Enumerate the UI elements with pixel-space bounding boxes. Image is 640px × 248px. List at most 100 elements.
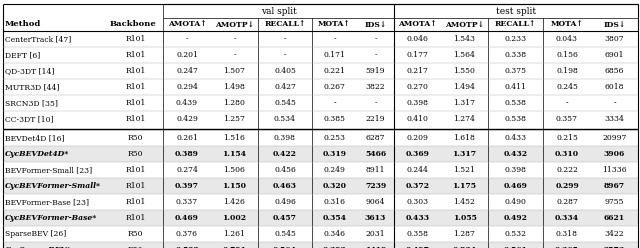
Text: 0.270: 0.270 [406,83,428,91]
Text: 0.463: 0.463 [273,182,297,190]
Text: 0.497: 0.497 [406,246,429,248]
Text: AMOTA↑: AMOTA↑ [168,21,206,29]
Text: 0.433: 0.433 [405,214,429,222]
Text: -: - [374,99,377,107]
Text: CycSparseBEV*: CycSparseBEV* [5,246,72,248]
Text: BEVFormer-Base [23]: BEVFormer-Base [23] [5,198,89,206]
Text: 0.564: 0.564 [273,246,297,248]
Text: -: - [333,35,336,43]
Text: 0.522: 0.522 [175,246,199,248]
Text: 1.257: 1.257 [223,115,245,123]
Text: 0.405: 0.405 [274,67,296,75]
Text: 0.469: 0.469 [504,182,527,190]
Text: 0.354: 0.354 [323,214,346,222]
Text: CC-3DT [10]: CC-3DT [10] [5,115,54,123]
Text: 0.171: 0.171 [324,51,346,59]
Text: IDS↓: IDS↓ [364,21,387,29]
Text: 0.287: 0.287 [556,198,578,206]
Text: 1.280: 1.280 [223,99,245,107]
Text: 2219: 2219 [365,115,385,123]
Text: 0.319: 0.319 [323,150,346,158]
Text: CenterTrack [47]: CenterTrack [47] [5,35,71,43]
Text: R101: R101 [125,214,146,222]
Text: 0.358: 0.358 [406,230,429,238]
Text: 20997: 20997 [602,134,627,142]
Text: 1.494: 1.494 [454,83,476,91]
Text: 0.376: 0.376 [176,230,198,238]
Text: 2031: 2031 [365,230,385,238]
Text: 6621: 6621 [604,214,625,222]
Text: 5466: 5466 [365,150,386,158]
Text: 0.469: 0.469 [175,214,199,222]
Text: R101: R101 [125,115,146,123]
Text: 3906: 3906 [604,150,625,158]
Text: CycBEVDet4D*: CycBEVDet4D* [5,150,69,158]
Text: 0.299: 0.299 [555,182,579,190]
Text: 1.516: 1.516 [223,134,245,142]
Text: 9064: 9064 [365,198,385,206]
Text: 1.175: 1.175 [452,182,477,190]
Text: 0.320: 0.320 [323,182,346,190]
Text: 0.274: 0.274 [176,166,198,174]
Text: RECALL↑: RECALL↑ [495,21,536,29]
Text: 0.222: 0.222 [556,166,578,174]
Text: 0.834: 0.834 [452,246,477,248]
Text: AMOTA↑: AMOTA↑ [398,21,437,29]
Text: 3807: 3807 [605,35,624,43]
Text: R50: R50 [128,134,143,142]
Text: -: - [613,99,616,107]
Text: 0.369: 0.369 [406,150,429,158]
Text: 1.426: 1.426 [223,198,245,206]
Text: 6018: 6018 [605,83,624,91]
Text: 0.046: 0.046 [406,35,428,43]
Text: AMOTP↓: AMOTP↓ [215,21,254,29]
Text: R101: R101 [125,182,146,190]
Text: SparseBEV [26]: SparseBEV [26] [5,230,67,238]
Text: -: - [374,35,377,43]
Text: 5919: 5919 [365,67,385,75]
Text: 3422: 3422 [605,230,624,238]
Text: 0.310: 0.310 [555,150,579,158]
Text: 7239: 7239 [365,182,386,190]
Text: MUTR3D [44]: MUTR3D [44] [5,83,60,91]
Text: 0.316: 0.316 [323,198,346,206]
Text: 2573: 2573 [604,246,625,248]
Text: 0.545: 0.545 [274,230,296,238]
Text: 0.247: 0.247 [176,67,198,75]
Text: 0.244: 0.244 [406,166,428,174]
Text: 0.249: 0.249 [324,166,346,174]
Text: -: - [233,35,236,43]
Text: AMOTP↓: AMOTP↓ [445,21,484,29]
Text: 0.043: 0.043 [556,35,578,43]
Text: 0.294: 0.294 [176,83,198,91]
Text: 0.385: 0.385 [323,115,346,123]
Text: 0.261: 0.261 [176,134,198,142]
Text: 6856: 6856 [605,67,624,75]
Text: 0.318: 0.318 [556,230,578,238]
Text: R50: R50 [128,150,143,158]
Text: 1.274: 1.274 [454,115,476,123]
Text: 0.490: 0.490 [504,198,527,206]
Text: 0.532: 0.532 [504,230,527,238]
Text: Backbone: Backbone [110,21,157,29]
Text: R50: R50 [128,246,143,248]
Text: -: - [374,51,377,59]
Text: 0.389: 0.389 [175,150,199,158]
Text: 0.177: 0.177 [406,51,428,59]
Text: 6901: 6901 [605,51,624,59]
Text: 0.372: 0.372 [406,182,429,190]
Text: 0.346: 0.346 [323,230,346,238]
Text: 0.357: 0.357 [556,115,578,123]
Text: R101: R101 [125,83,146,91]
Text: 6287: 6287 [365,134,385,142]
Text: 0.233: 0.233 [504,35,527,43]
Text: R101: R101 [125,198,146,206]
Text: -: - [186,35,188,43]
Text: 0.411: 0.411 [504,83,527,91]
Text: 1.506: 1.506 [223,166,245,174]
Text: 1.564: 1.564 [454,51,476,59]
Text: BEVFormer-Small [23]: BEVFormer-Small [23] [5,166,92,174]
Text: 0.201: 0.201 [176,51,198,59]
Text: 0.209: 0.209 [406,134,428,142]
Text: 0.791: 0.791 [223,246,246,248]
